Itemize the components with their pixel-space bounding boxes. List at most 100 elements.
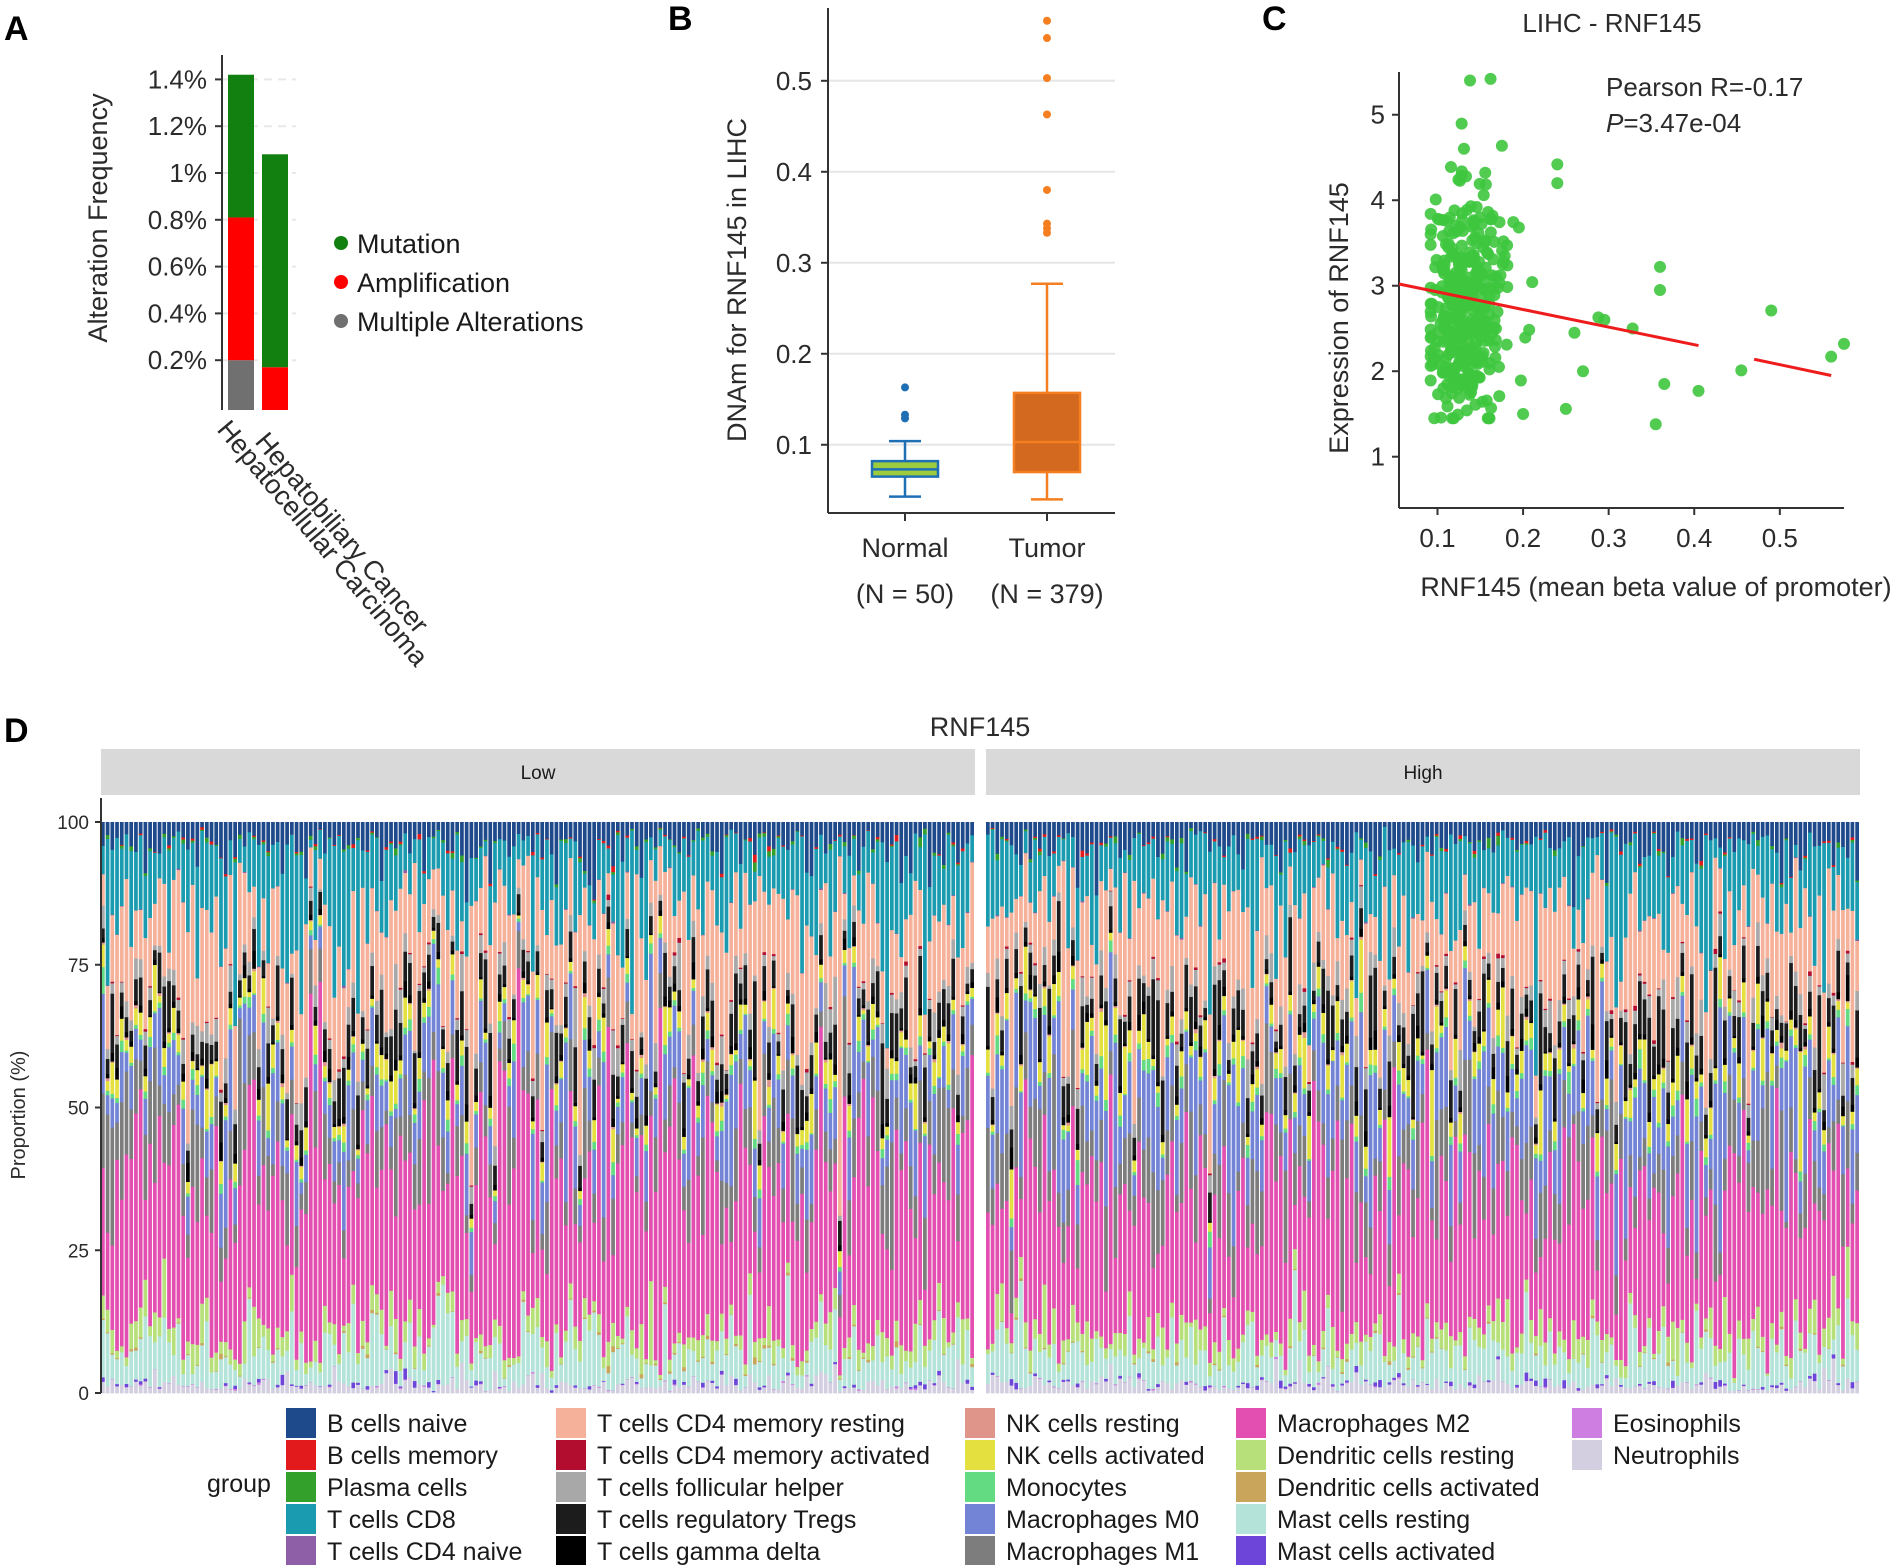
panel-c-point (1436, 230, 1449, 243)
panel-d-bar-segment (1212, 1103, 1217, 1154)
panel-d-bar-segment (776, 1055, 781, 1075)
panel-d-bar-segment (899, 1373, 904, 1388)
panel-d-bar-segment (715, 1350, 719, 1387)
panel-d-bar-segment (115, 1067, 119, 1080)
panel-d-bar-segment (105, 1232, 110, 1310)
panel-d-bar-segment (559, 840, 563, 945)
panel-d-bar-segment (814, 1007, 819, 1015)
panel-d-bar-segment (157, 1388, 162, 1390)
panel-d-bar-segment (861, 1352, 866, 1358)
panel-d-bar-segment (554, 1384, 559, 1388)
panel-d-bar-segment (653, 847, 658, 850)
panel-d-bar-segment (1146, 1316, 1151, 1352)
panel-d-bar-segment (941, 979, 946, 990)
panel-d-bar-segment (327, 1081, 332, 1084)
panel-d-bar-segment (422, 1369, 426, 1386)
panel-d-bar-segment (450, 974, 455, 981)
panel-d-bar-segment (1056, 865, 1061, 893)
panel-d-bar-segment (280, 1082, 285, 1088)
panel-d-bar-segment (148, 1386, 152, 1388)
panel-d-bar-segment (781, 1089, 786, 1122)
panel-d-bar-segment (856, 1014, 861, 1017)
panel-d-bar-segment (1033, 1338, 1037, 1374)
panel-d-bars-high (986, 822, 1859, 1394)
panel-d-bar-segment (885, 1068, 889, 1099)
panel-d-bar-segment (615, 830, 620, 833)
panel-d-bar-segment (1222, 995, 1226, 1011)
panel-d-bar-segment (889, 1355, 894, 1370)
panel-d-bar-segment (115, 1122, 119, 1160)
panel-d-bar-segment (1156, 1189, 1160, 1254)
panel-d-bar-segment (266, 1007, 271, 1044)
panel-d-bar-segment (455, 1353, 460, 1367)
panel-d-bar-segment (1137, 1357, 1141, 1374)
panel-d-bar-segment (483, 855, 488, 857)
panel-d-bar-segment (530, 1219, 535, 1254)
panel-d-bar-segment (181, 837, 186, 840)
panel-d-bar-segment (861, 1009, 866, 1015)
panel-d-bar-segment (493, 1190, 497, 1197)
panel-d-bar-segment (819, 1026, 823, 1295)
panel-d-bar-segment (620, 1343, 625, 1345)
panel-d-bar-segment (1184, 1063, 1189, 1113)
panel-d-bar-segment (483, 1391, 488, 1394)
panel-d-bar-segment (431, 916, 436, 928)
panel-d-bar-segment (138, 1012, 143, 1035)
panel-d-bar-segment (634, 1128, 639, 1136)
panel-d-bar-segment (445, 1090, 450, 1101)
panel-d-bar-segment (209, 1123, 214, 1170)
panel-d-bar-segment (946, 1084, 951, 1090)
panel-d-bar-segment (1104, 1020, 1108, 1026)
panel-d-bar-segment (1061, 838, 1066, 840)
panel-d-bar-segment (370, 1005, 375, 1008)
panel-d-bar-segment (176, 1104, 181, 1319)
panel-d-bar-segment (904, 977, 908, 1031)
panel-d-bar-segment (639, 1077, 644, 1115)
panel-d-bar-segment (119, 1345, 124, 1353)
panel-d-sample-bar (176, 822, 181, 1394)
panel-d-bar-segment (247, 975, 252, 990)
panel-d-sample-bar (162, 822, 167, 1394)
panel-d-bar-segment (927, 1036, 932, 1042)
panel-d-bar-segment (110, 914, 115, 982)
panel-d-bar-segment (526, 995, 530, 1052)
panel-d-bar-segment (573, 931, 578, 987)
panel-d-bar-segment (124, 1365, 129, 1385)
panel-d-bar-segment (1184, 1381, 1189, 1385)
panel-d-bar-segment (970, 834, 974, 862)
panel-d-bar-segment (313, 845, 318, 850)
panel-d-bar-segment (1222, 856, 1226, 885)
panel-d-bar-segment (341, 1151, 346, 1231)
panel-d-bar-segment (1037, 1108, 1042, 1213)
panel-d-bar-segment (1165, 1383, 1170, 1394)
panel-d-bar-segment (1146, 1202, 1151, 1318)
panel-d-bar-segment (119, 848, 124, 907)
panel-d-bar-segment (771, 1364, 776, 1390)
panel-d-bar-segment (1085, 852, 1089, 856)
panel-d-bar-segment (833, 840, 837, 912)
panel-d-bar-segment (138, 1384, 143, 1386)
panel-d-bar-segment (1179, 939, 1184, 1020)
panel-d-bar-segment (323, 1332, 327, 1386)
panel-d-bar-segment (908, 1367, 913, 1388)
panel-d-bar-segment (918, 889, 923, 947)
panel-d-bar-segment (653, 1388, 658, 1394)
panel-d-bar-segment (885, 1122, 889, 1127)
panel-d-bar-segment (960, 1044, 965, 1052)
panel-d-bar-segment (861, 1061, 866, 1079)
panel-d-bar-segment (734, 1054, 738, 1062)
panel-d-bar-segment (129, 1065, 134, 1110)
panel-d-bar-segment (1004, 958, 1009, 989)
panel-d-bar-segment (904, 961, 908, 966)
panel-d-bar-segment (592, 1384, 597, 1386)
panel-d-bar-segment (762, 990, 767, 1001)
panel-d-bar-segment (375, 1066, 379, 1075)
panel-d-bar-segment (540, 1182, 545, 1235)
panel-d-bar-segment (559, 839, 563, 842)
panel-d-bar-segment (941, 822, 946, 866)
panel-d-bar-segment (483, 1390, 488, 1392)
panel-d-bar-segment (1127, 1376, 1132, 1394)
panel-d-bar-segment (323, 1385, 327, 1394)
panel-d-bar-segment (356, 1013, 360, 1082)
panel-d-bar-segment (601, 1003, 606, 1014)
